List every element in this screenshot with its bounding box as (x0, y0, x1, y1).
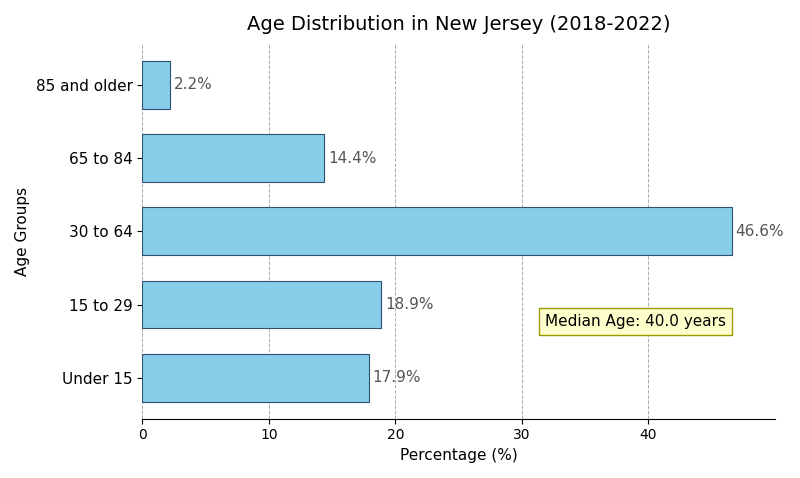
Bar (142, 61, 170, 109)
Y-axis label: Age Groups: Age Groups (15, 187, 30, 276)
Text: 14.4%: 14.4% (328, 151, 377, 165)
Bar (142, 134, 325, 182)
Text: 2.2%: 2.2% (174, 77, 213, 92)
Bar (142, 281, 382, 328)
Bar (142, 207, 732, 255)
X-axis label: Percentage (%): Percentage (%) (400, 448, 518, 463)
Title: Age Distribution in New Jersey (2018-2022): Age Distribution in New Jersey (2018-202… (246, 15, 670, 34)
Text: 46.6%: 46.6% (735, 224, 784, 239)
Text: 17.9%: 17.9% (373, 370, 421, 385)
Text: 18.9%: 18.9% (385, 297, 434, 312)
Text: Median Age: 40.0 years: Median Age: 40.0 years (545, 314, 726, 329)
Bar (142, 354, 369, 402)
